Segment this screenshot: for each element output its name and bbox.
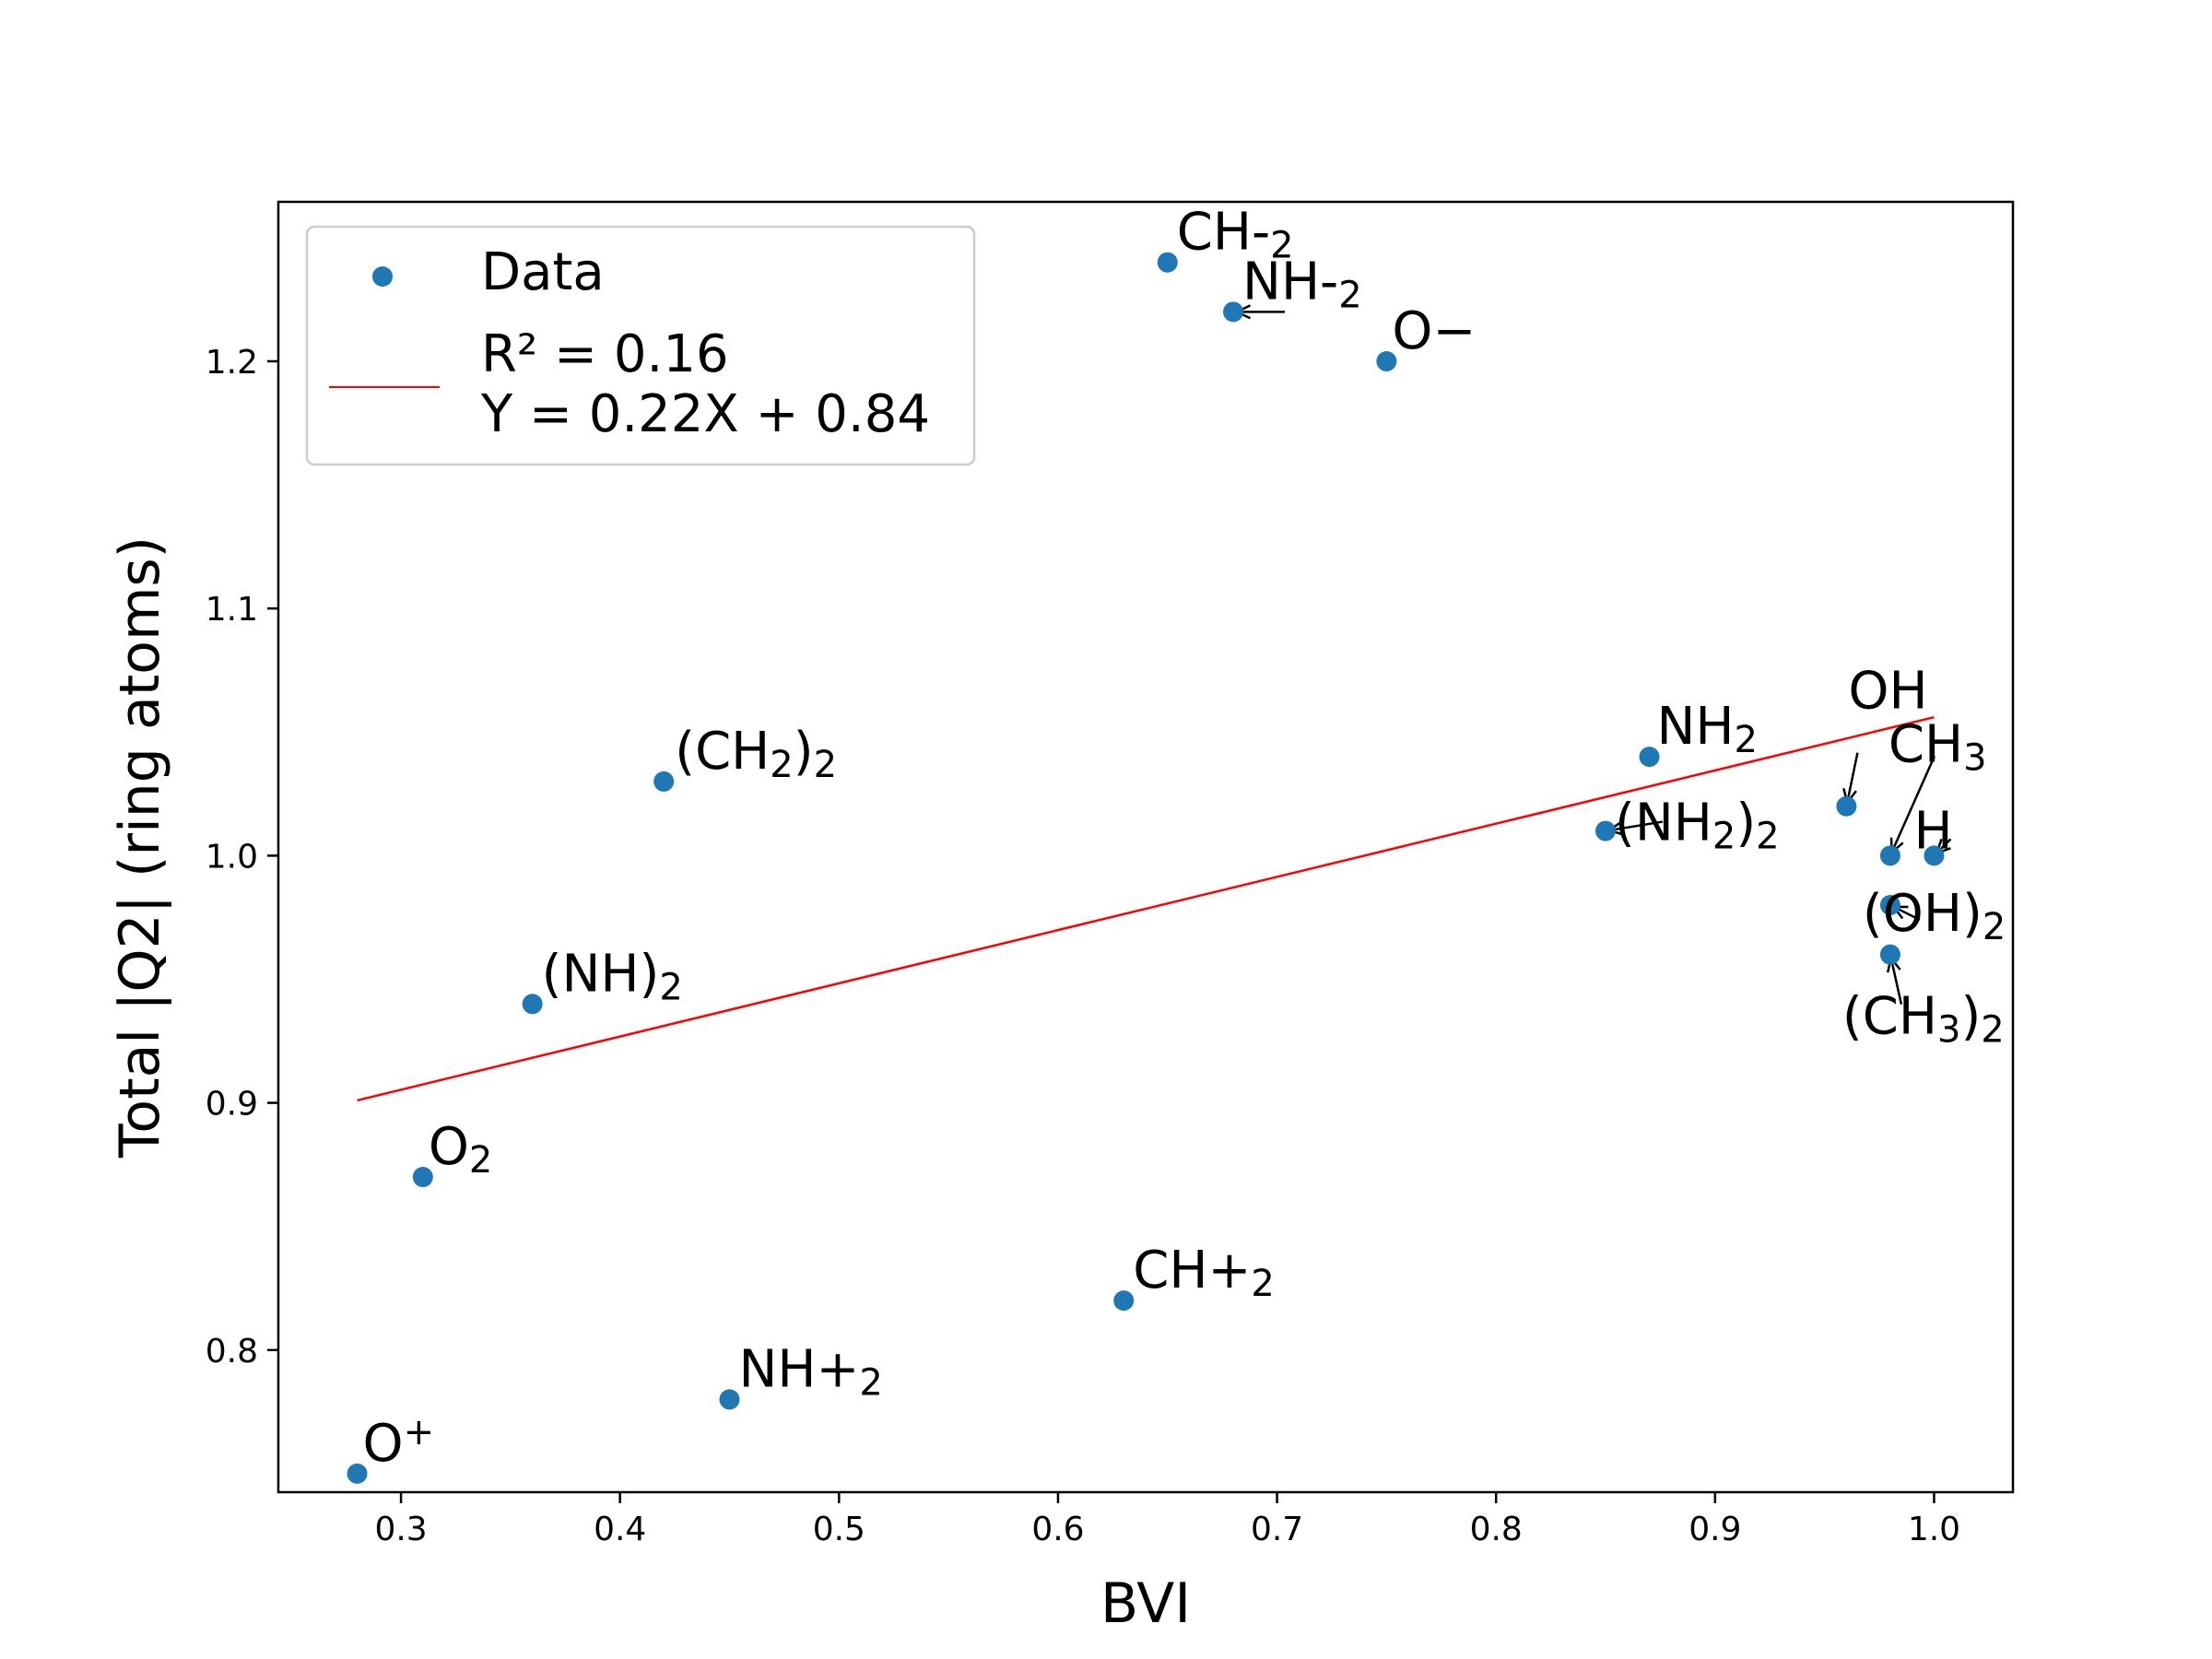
data-point	[1376, 350, 1397, 371]
fit-line	[357, 715, 1935, 1102]
y-tick-label: 0.9	[206, 1086, 258, 1124]
data-point-label-part: (CH	[675, 722, 770, 782]
data-point	[1157, 252, 1178, 273]
legend-marker-data	[372, 266, 393, 287]
data-point-label-part: )	[1735, 794, 1756, 853]
legend: Data R² = 0.16 Y = 0.22X + 0.84	[305, 225, 976, 466]
data-point-label: (CH2)2	[675, 722, 837, 786]
data-point-label-part: +	[404, 1411, 435, 1453]
legend-box	[305, 225, 976, 466]
data-point-label-part: 2	[859, 1361, 882, 1404]
data-point-label: O−	[1392, 301, 1476, 361]
data-point-label-part: )	[1960, 987, 1981, 1047]
data-point-label: (NH)2	[542, 944, 683, 1008]
data-point-label: OH	[1848, 662, 1927, 722]
data-point	[1879, 944, 1900, 965]
x-tick-label: 1.0	[1908, 1511, 1960, 1548]
y-axis-title: Total |Q2| (ring atoms)	[108, 536, 172, 1159]
data-point-label-part: 2	[1338, 274, 1361, 316]
data-point	[719, 1389, 740, 1410]
x-axis-title: BVI	[1100, 1571, 1191, 1636]
legend-label-data: Data	[481, 242, 605, 302]
x-tick-label: 0.9	[1688, 1511, 1741, 1548]
y-tick-label: 1.2	[206, 344, 258, 382]
x-tick-label: 0.4	[594, 1511, 646, 1548]
data-point-label: CH-2	[1177, 203, 1294, 267]
x-tick-label: 0.5	[813, 1511, 865, 1548]
data-point-label: O2	[429, 1117, 493, 1182]
data-point-label-part: 2	[770, 744, 793, 786]
data-point-label-part: 2	[1712, 815, 1735, 857]
data-point-label-part: O	[363, 1414, 404, 1474]
data-point-label-part: CH+	[1133, 1241, 1251, 1300]
data-point	[1879, 845, 1900, 866]
data-point-label-part: 3	[1963, 736, 1986, 779]
data-point-label-part: 2	[1270, 225, 1293, 267]
data-point	[1639, 747, 1660, 768]
x-tick-label: 0.8	[1470, 1511, 1523, 1548]
x-tick-label: 0.6	[1031, 1511, 1084, 1548]
data-point-label-part: OH	[1848, 662, 1927, 722]
data-point-label: CH3	[1888, 714, 1987, 779]
data-point-label-part: H	[1913, 801, 1952, 861]
data-point-label-part: (NH	[1615, 794, 1712, 853]
x-axis-ticks: 0.3 0.4 0.5 0.6 0.7 0.8 0.9 1.0	[374, 1492, 1960, 1548]
y-tick-label: 1.1	[206, 591, 258, 629]
data-point	[1113, 1290, 1135, 1312]
data-point-label-part: O	[429, 1117, 469, 1177]
data-point-label-part: 2	[469, 1139, 492, 1182]
data-point	[522, 994, 543, 1015]
data-point	[412, 1167, 433, 1188]
data-point-label-part: O−	[1392, 301, 1476, 361]
y-tick-label: 0.8	[206, 1333, 258, 1371]
data-point-label-part: 2	[1735, 719, 1758, 761]
legend-label-r-squared: R² = 0.16	[481, 324, 729, 384]
plot-area: CH-2NH-2O−(CH2)2NH2(NH2)2OHCH3H(OH)2(CH3…	[347, 203, 2006, 1484]
y-tick-label: 1.0	[206, 838, 258, 876]
data-point-label-part: 2	[1251, 1263, 1274, 1305]
data-point-label-part: CH-	[1177, 203, 1270, 263]
data-point-label-part: 3	[1937, 1008, 1960, 1051]
data-point-label-part: 2	[1756, 815, 1779, 857]
data-point-label-part: 2	[659, 966, 682, 1008]
data-point-label: CH+2	[1133, 1241, 1275, 1305]
data-point-label-part: (NH)	[542, 944, 660, 1004]
plot-frame	[276, 200, 2015, 1494]
data-point-label: O+	[363, 1411, 435, 1474]
data-point-label-part: 2	[1981, 1008, 2004, 1051]
x-tick-label: 0.7	[1251, 1511, 1303, 1548]
data-point	[1836, 795, 1857, 817]
data-point-label: (NH2)2	[1615, 794, 1780, 858]
data-point-label-part: NH	[1657, 697, 1735, 757]
data-point-label: (OH)2	[1863, 884, 2006, 948]
data-point-label-part: NH-	[1242, 252, 1338, 312]
data-point-label-part: NH+	[739, 1339, 860, 1399]
data-point	[653, 771, 675, 792]
data-point-label-part: )	[794, 722, 814, 782]
data-point-label-part: 2	[1983, 906, 2006, 948]
data-point-label-part: (CH	[1842, 987, 1937, 1047]
data-point-label-part: 2	[814, 744, 837, 786]
data-point-label: NH2	[1657, 697, 1758, 761]
data-point	[1879, 895, 1900, 916]
data-point	[347, 1463, 368, 1484]
data-point-label-part: (OH)	[1863, 884, 1983, 944]
data-point	[1595, 820, 1617, 841]
data-point-label: H	[1913, 801, 1952, 861]
legend-label-fit-equation: Y = 0.22X + 0.84	[480, 384, 930, 444]
data-point	[1223, 301, 1244, 323]
y-axis-ticks: 0.8 0.9 1.0 1.1 1.2	[206, 344, 278, 1371]
x-tick-label: 0.3	[374, 1511, 427, 1548]
data-point	[1924, 845, 1945, 866]
data-point-label: (CH3)2	[1842, 987, 2005, 1052]
data-point-label-part: CH	[1888, 714, 1963, 774]
data-point-label: NH-2	[1242, 252, 1362, 316]
data-point-label: NH+2	[739, 1339, 883, 1404]
